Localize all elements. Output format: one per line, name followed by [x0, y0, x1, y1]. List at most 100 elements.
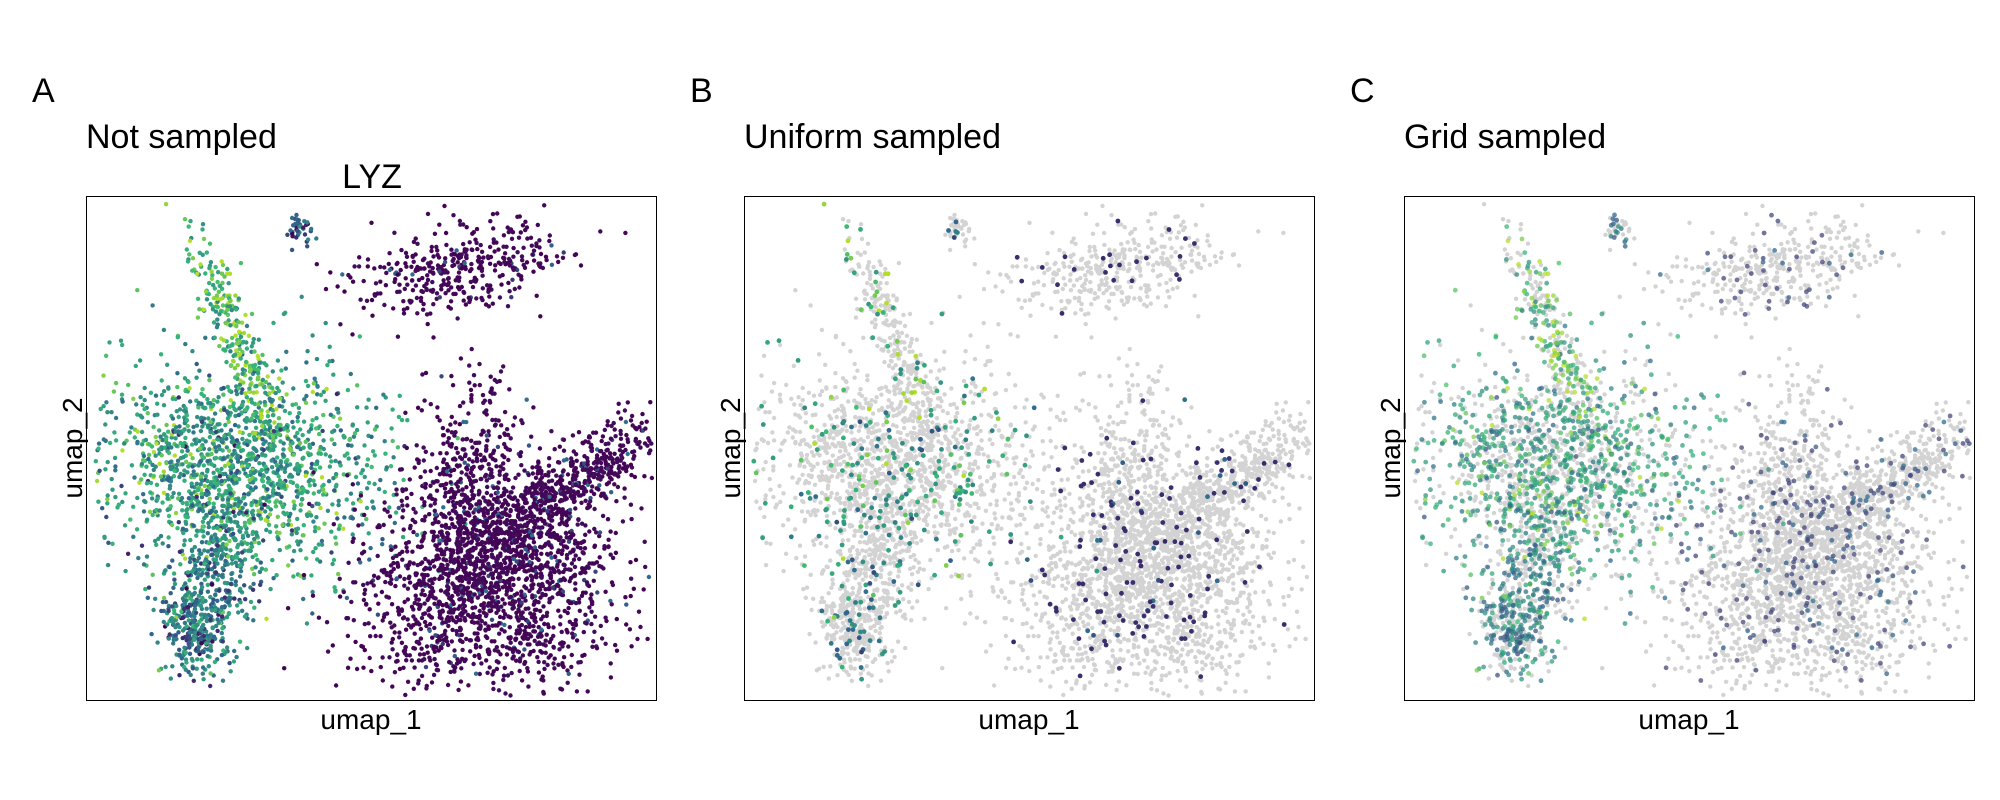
data-point [401, 307, 407, 312]
data-point [127, 430, 132, 435]
data-point [245, 533, 251, 538]
data-point [167, 632, 172, 637]
data-point [483, 594, 489, 600]
data-point [358, 493, 364, 498]
data-point [301, 419, 307, 424]
data-point [404, 658, 409, 663]
data-point [511, 605, 516, 610]
data-point [240, 371, 245, 376]
data-point [439, 264, 444, 270]
data-point [354, 427, 360, 433]
data-point [105, 410, 110, 415]
data-point [187, 578, 192, 583]
data-point [450, 568, 455, 573]
data-point [606, 544, 611, 549]
data-point [521, 245, 526, 250]
data-point [224, 649, 229, 654]
data-point [234, 603, 240, 608]
data-point [226, 448, 232, 453]
data-point [542, 203, 547, 208]
data-point [265, 413, 271, 419]
data-point [514, 658, 519, 663]
data-point [402, 599, 407, 605]
data-point [558, 614, 563, 619]
data-point [214, 495, 219, 501]
data-point [177, 647, 182, 652]
data-point [509, 295, 514, 300]
data-point [593, 569, 598, 574]
data-point [187, 636, 192, 642]
data-point [335, 423, 340, 429]
data-point [646, 574, 652, 580]
data-point [484, 444, 489, 449]
data-point [604, 618, 609, 624]
data-point [305, 349, 310, 354]
data-point [559, 640, 565, 645]
data-point [262, 399, 267, 405]
data-point [527, 624, 532, 629]
data-point [422, 601, 427, 606]
data-point [158, 352, 164, 357]
data-point [215, 299, 220, 304]
data-point [235, 372, 240, 377]
data-point [498, 464, 503, 469]
data-point [175, 526, 180, 531]
data-point [217, 343, 222, 349]
data-point [327, 454, 333, 459]
data-point [383, 579, 388, 585]
data-point [139, 477, 144, 482]
data-point [213, 445, 218, 450]
data-point [451, 664, 456, 669]
data-point [342, 453, 347, 458]
data-point [436, 637, 442, 642]
data-point [307, 501, 312, 507]
data-point [212, 335, 217, 340]
data-point [411, 686, 416, 691]
data-point [239, 460, 245, 465]
data-point [478, 566, 483, 571]
data-point [388, 464, 394, 469]
data-point [170, 664, 175, 669]
data-point [267, 391, 272, 396]
data-point [633, 438, 638, 443]
data-point [206, 423, 211, 428]
data-point [174, 636, 179, 642]
data-point [387, 251, 392, 256]
data-point [308, 512, 313, 518]
data-point [151, 467, 156, 473]
data-point [458, 563, 463, 568]
data-point [308, 426, 314, 432]
data-point [445, 440, 450, 445]
data-point [181, 542, 187, 548]
data-point [515, 250, 520, 255]
data-point [201, 236, 207, 242]
data-point [564, 552, 570, 558]
data-point [231, 359, 236, 364]
data-point [506, 280, 511, 286]
data-point [161, 432, 167, 437]
data-point [373, 633, 378, 639]
data-point [470, 231, 475, 236]
data-point [179, 449, 185, 454]
data-point [276, 537, 281, 542]
data-point [196, 400, 202, 406]
data-point [440, 433, 446, 438]
data-point [234, 324, 239, 329]
data-point [220, 542, 226, 547]
data-point [493, 263, 498, 268]
data-point [610, 582, 616, 588]
data-point [228, 363, 234, 369]
data-point [235, 551, 241, 556]
data-point [252, 418, 258, 424]
data-point [231, 531, 236, 536]
data-point [235, 363, 240, 368]
data-point [253, 425, 259, 430]
data-point [213, 264, 218, 270]
data-point [302, 397, 307, 402]
data-point [247, 478, 252, 483]
data-point [394, 659, 399, 664]
data-point [282, 666, 287, 671]
data-point [278, 427, 283, 432]
data-point [231, 555, 236, 561]
data-point [540, 591, 545, 597]
